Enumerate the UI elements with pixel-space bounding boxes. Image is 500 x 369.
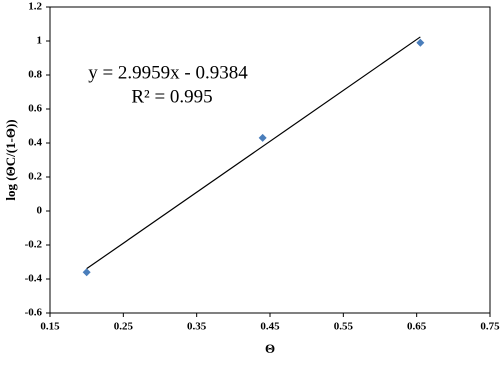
y-tick-label: -0.6 [25,307,43,319]
y-tick-label: 0.8 [28,69,42,81]
y-tick-label: 1 [37,35,43,47]
y-tick-label: 1.2 [28,1,42,13]
x-tick-label: 0.25 [114,321,134,333]
x-tick-label: 0.35 [187,321,207,333]
r-squared: R² = 0.995 [131,86,212,107]
data-point [258,133,267,142]
y-tick-label: 0.6 [28,103,42,115]
x-tick-label: 0.65 [407,321,427,333]
y-tick-label: 0.2 [28,171,42,183]
x-tick-label: 0.15 [40,321,60,333]
y-tick-label: -0.4 [25,273,43,285]
plot-frame [49,6,491,314]
x-tick-label: 0.75 [480,321,500,333]
equation: y = 2.9959x - 0.9384 [88,62,248,83]
y-tick-label: 0.4 [28,137,42,149]
trendline [86,36,421,270]
data-point [82,268,91,277]
x-tick-label: 0.45 [260,321,280,333]
y-axis-label: log (ΘC/(1-Θ)) [3,119,18,200]
y-tick-label: 0 [37,205,43,217]
data-point [416,38,425,47]
x-tick-label: 0.55 [334,321,354,333]
x-axis-label: Θ [265,341,275,356]
y-tick-label: -0.2 [25,239,43,251]
